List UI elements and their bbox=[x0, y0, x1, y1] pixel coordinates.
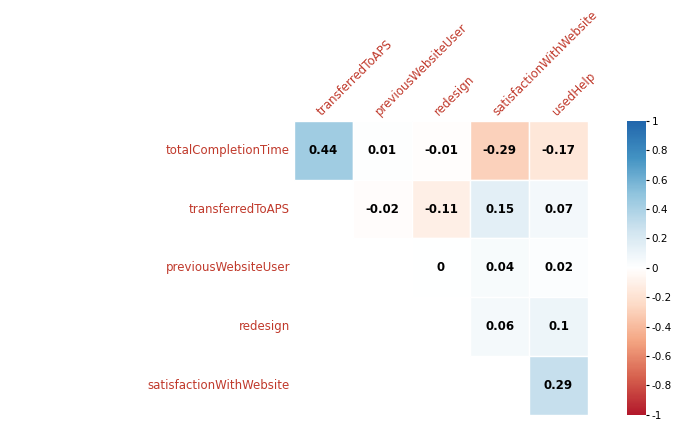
Text: 0.01: 0.01 bbox=[368, 144, 397, 157]
Bar bbox=[412, 238, 470, 297]
Text: 0.44: 0.44 bbox=[309, 144, 338, 157]
Text: 0.06: 0.06 bbox=[485, 320, 514, 333]
Text: -0.11: -0.11 bbox=[424, 203, 458, 216]
Text: 0: 0 bbox=[437, 261, 445, 274]
Text: -0.01: -0.01 bbox=[424, 144, 458, 157]
Text: 0.07: 0.07 bbox=[544, 203, 573, 216]
Text: usedHelp: usedHelp bbox=[550, 70, 598, 118]
Text: 0.29: 0.29 bbox=[544, 379, 573, 392]
Bar bbox=[353, 180, 412, 238]
Text: -0.29: -0.29 bbox=[483, 144, 517, 157]
Text: previousWebsiteUser: previousWebsiteUser bbox=[373, 21, 470, 118]
Text: -0.02: -0.02 bbox=[365, 203, 399, 216]
Text: transferredToAPS: transferredToAPS bbox=[189, 203, 290, 216]
Bar bbox=[529, 356, 588, 415]
Text: satisfactionWithWebsite: satisfactionWithWebsite bbox=[148, 379, 290, 392]
Text: satisfactionWithWebsite: satisfactionWithWebsite bbox=[491, 8, 601, 118]
Text: 0.02: 0.02 bbox=[544, 261, 573, 274]
Bar bbox=[470, 238, 529, 297]
Text: redesign: redesign bbox=[239, 320, 290, 333]
Bar bbox=[529, 238, 588, 297]
Text: 0.04: 0.04 bbox=[485, 261, 514, 274]
Text: 0.15: 0.15 bbox=[485, 203, 514, 216]
Text: 0.1: 0.1 bbox=[548, 320, 569, 333]
Bar bbox=[470, 297, 529, 356]
Bar bbox=[412, 121, 470, 180]
Bar bbox=[529, 180, 588, 238]
Text: previousWebsiteUser: previousWebsiteUser bbox=[165, 261, 290, 274]
Bar bbox=[470, 121, 529, 180]
Text: totalCompletionTime: totalCompletionTime bbox=[166, 144, 290, 157]
Text: transferredToAPS: transferredToAPS bbox=[314, 38, 395, 118]
Bar bbox=[294, 121, 353, 180]
Text: redesign: redesign bbox=[432, 73, 477, 118]
Bar bbox=[412, 180, 470, 238]
Bar bbox=[470, 180, 529, 238]
Text: -0.17: -0.17 bbox=[542, 144, 575, 157]
Bar bbox=[529, 121, 588, 180]
Bar bbox=[353, 121, 412, 180]
Bar bbox=[529, 297, 588, 356]
